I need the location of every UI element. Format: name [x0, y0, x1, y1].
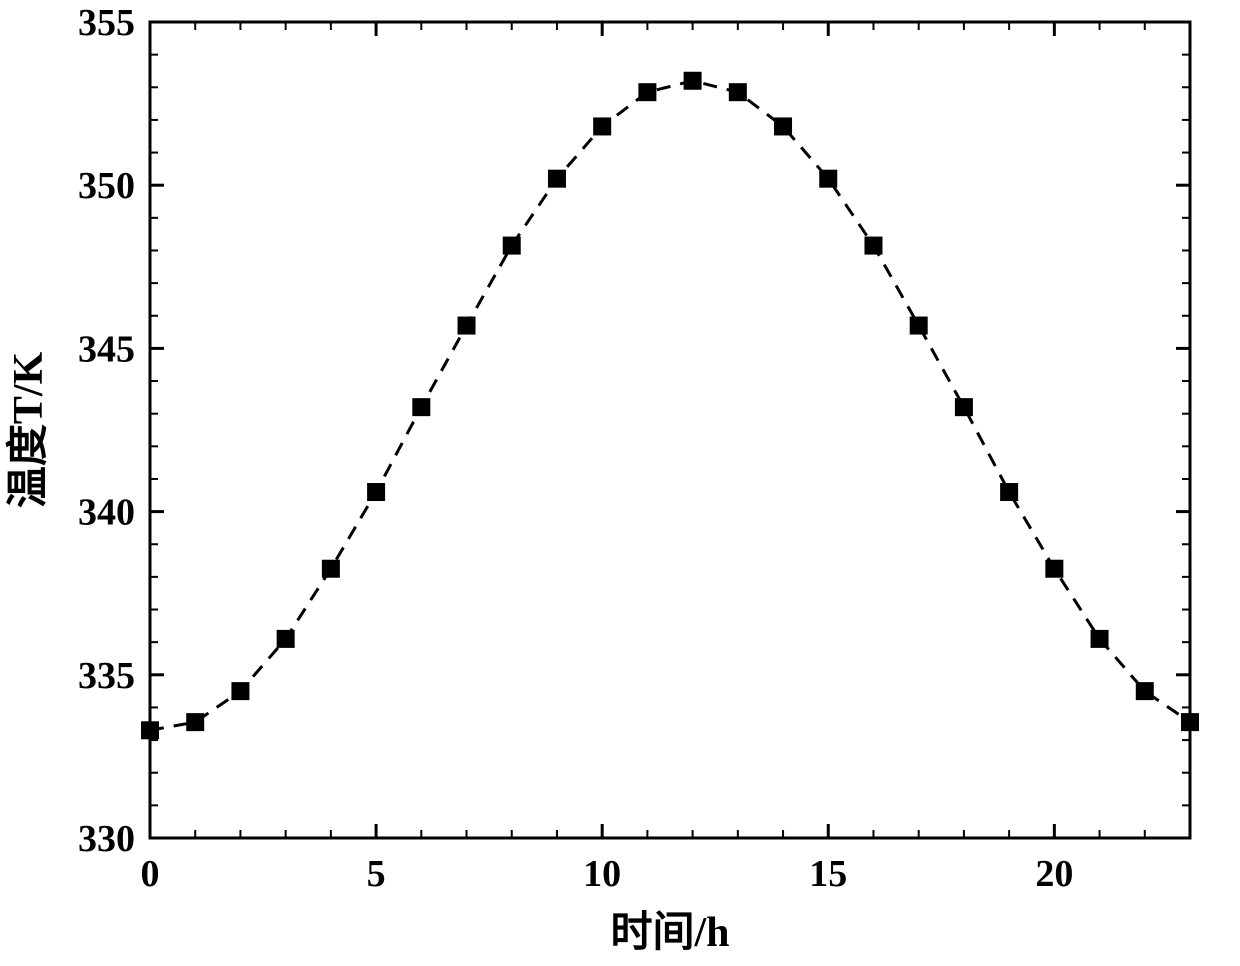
svg-text:345: 345	[78, 328, 135, 370]
svg-text:355: 355	[78, 2, 135, 44]
svg-text:10: 10	[583, 853, 621, 895]
svg-text:20: 20	[1035, 853, 1073, 895]
x-axis-label: 时间/h	[610, 909, 729, 956]
chart-svg: 0 5 10 15 20 330 335 340 345 350 355 时间/h 温度T/K	[0, 0, 1240, 966]
svg-text:5: 5	[367, 853, 386, 895]
chart-container: 0 5 10 15 20 330 335 340 345 350 355 时间/h 温度T/K	[0, 0, 1240, 966]
svg-text:0: 0	[141, 853, 160, 895]
svg-text:15: 15	[809, 853, 847, 895]
svg-text:335: 335	[78, 655, 135, 697]
y-axis-label: 温度T/K	[5, 351, 52, 508]
svg-text:350: 350	[78, 165, 135, 207]
svg-text:330: 330	[78, 818, 135, 860]
svg-text:340: 340	[78, 492, 135, 534]
